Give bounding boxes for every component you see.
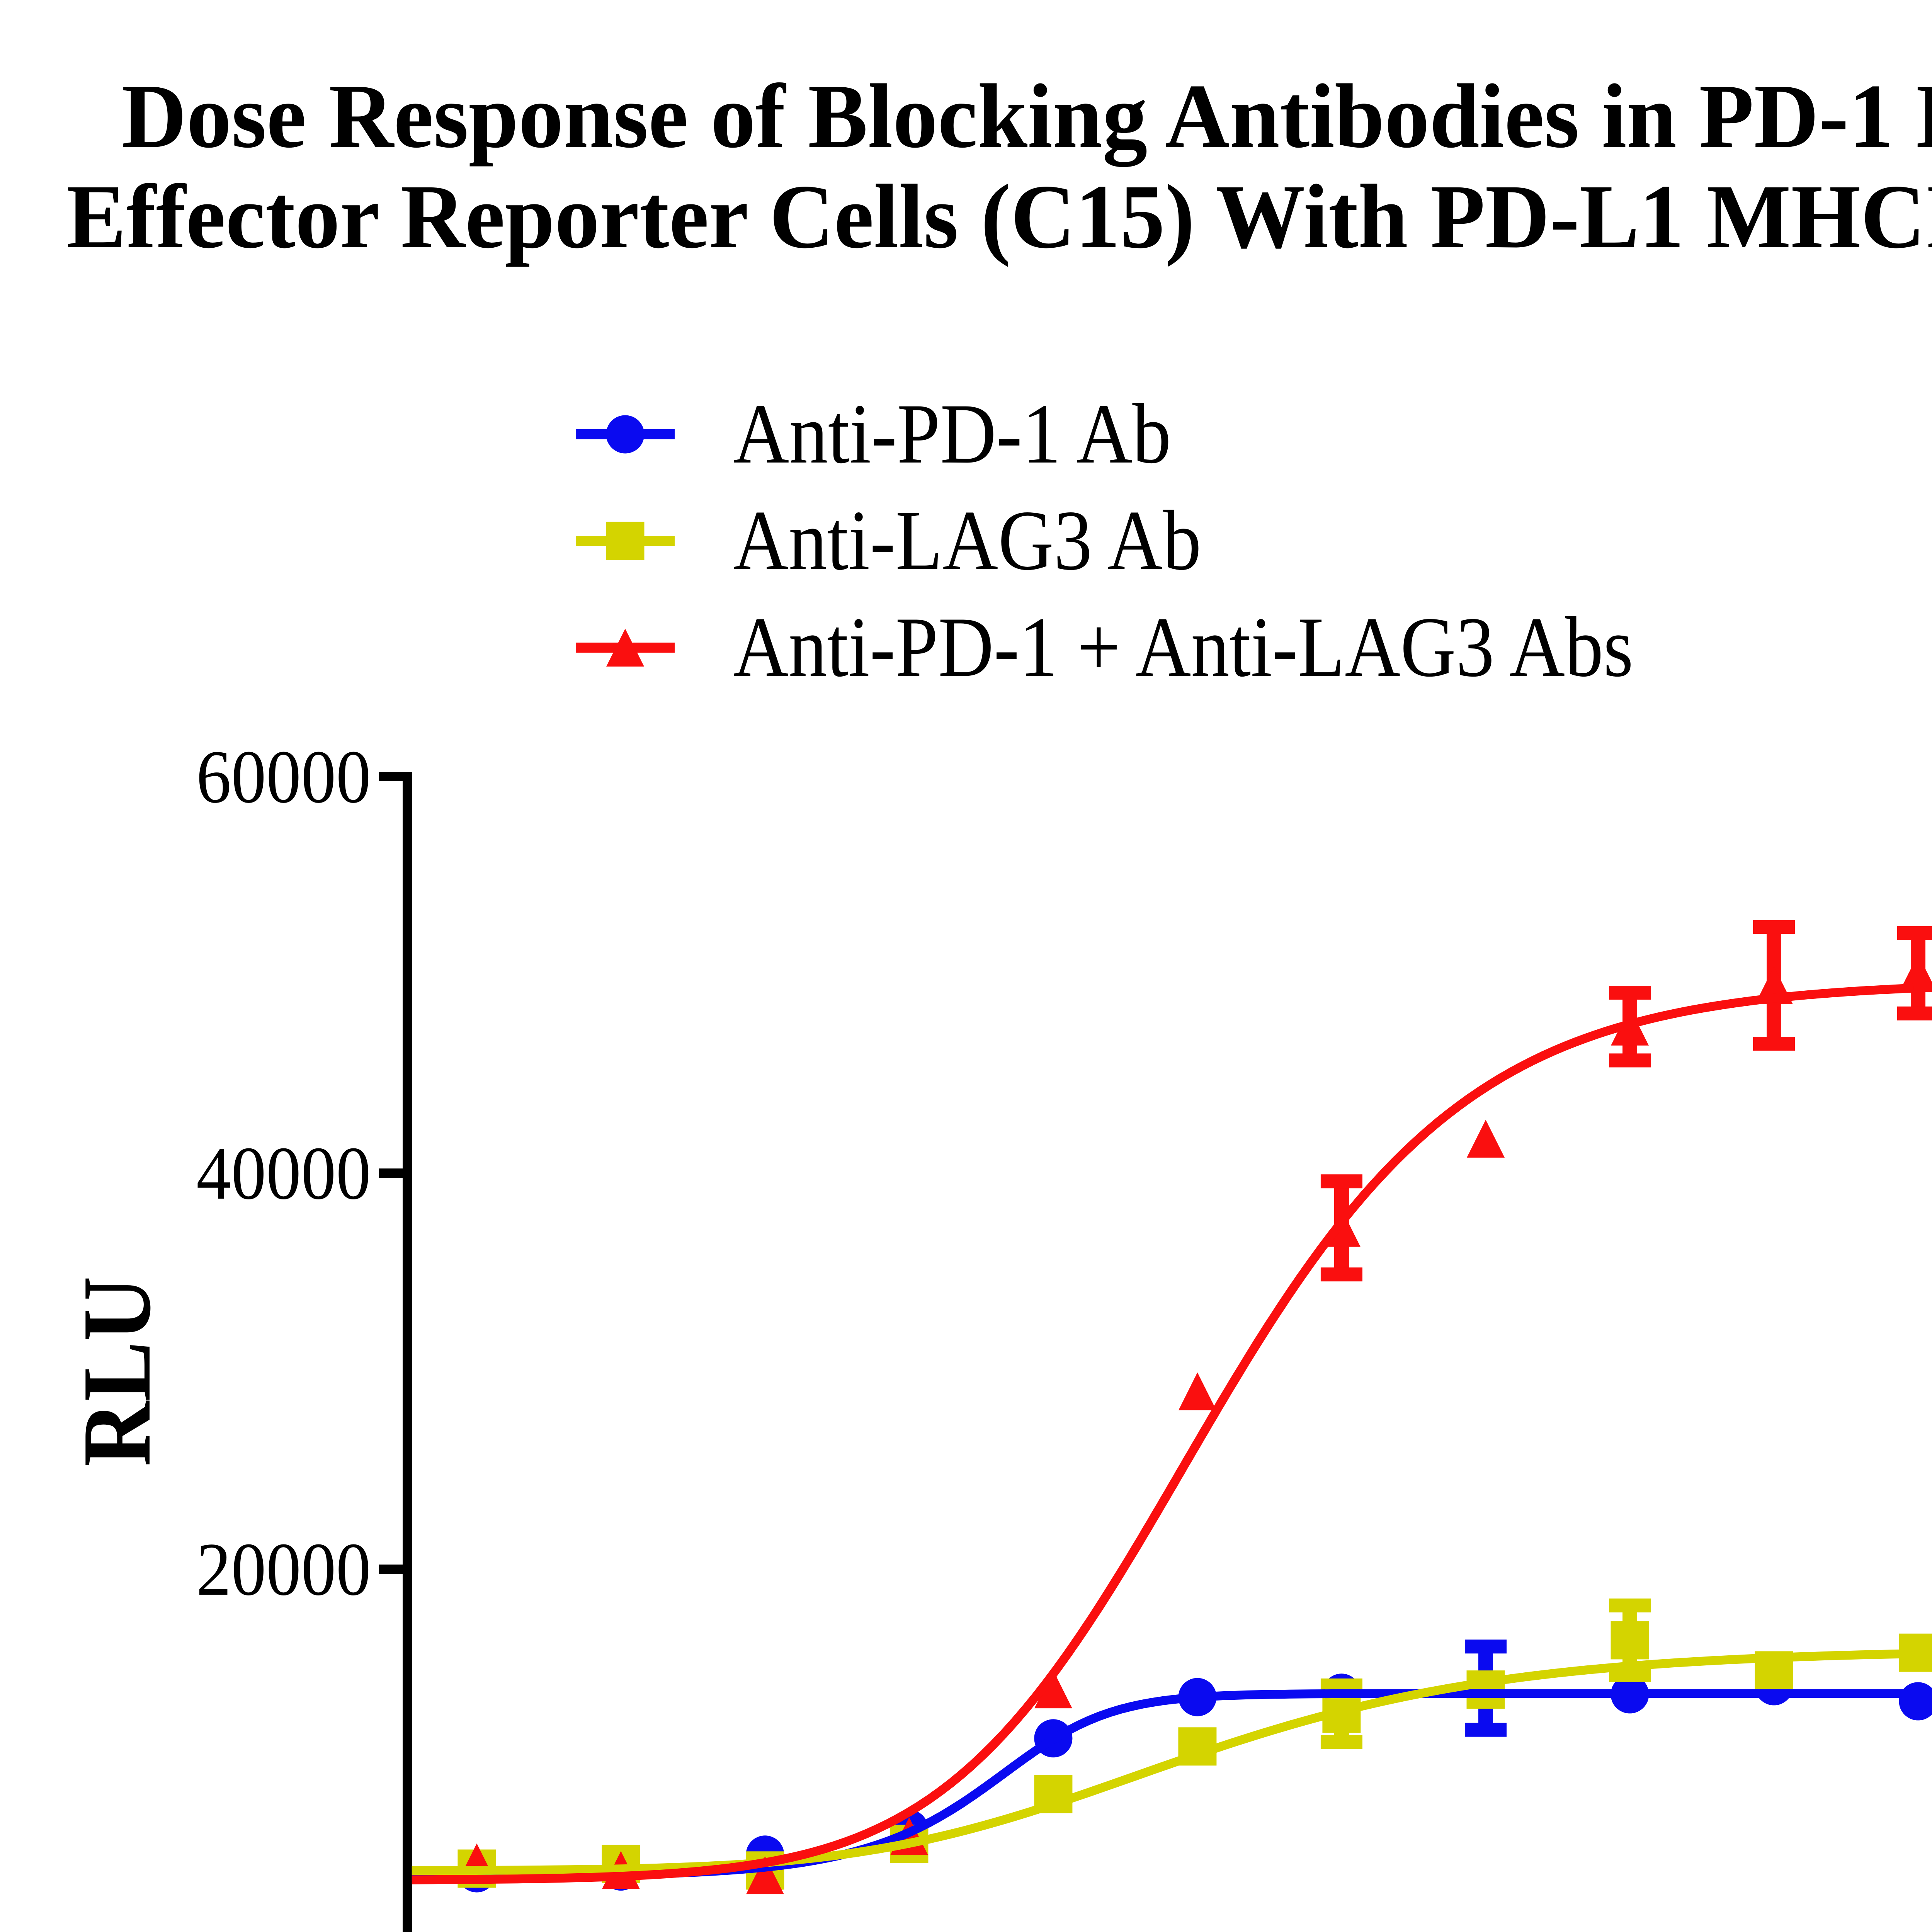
svg-text:Anti-PD-1 + Anti-LAG3 Abs: Anti-PD-1 + Anti-LAG3 Abs bbox=[733, 600, 1633, 695]
svg-text:0: 0 bbox=[336, 1924, 371, 1932]
svg-text:Anti-LAG3 Ab: Anti-LAG3 Ab bbox=[733, 493, 1201, 588]
svg-text:60000: 60000 bbox=[196, 735, 371, 819]
svg-text:40000: 40000 bbox=[196, 1131, 371, 1215]
svg-text:Dose Response of Blocking Anti: Dose Response of Blocking Antibodies in … bbox=[122, 66, 1932, 167]
svg-text:Anti-PD-1 Ab: Anti-PD-1 Ab bbox=[733, 386, 1171, 481]
svg-text:20000: 20000 bbox=[196, 1527, 371, 1611]
svg-text:RLU: RLU bbox=[63, 1276, 171, 1466]
svg-text:Effector Reporter Cells (C15): Effector Reporter Cells (C15) With PD-L1… bbox=[66, 166, 1932, 267]
